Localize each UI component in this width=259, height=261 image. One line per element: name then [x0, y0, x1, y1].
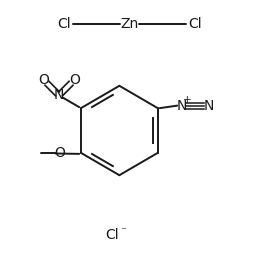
Text: ⁻: ⁻ — [121, 226, 126, 236]
Text: O: O — [69, 73, 80, 87]
Text: N: N — [203, 99, 214, 112]
Text: Cl: Cl — [106, 228, 119, 242]
Text: O: O — [38, 73, 49, 87]
Text: N: N — [177, 99, 187, 112]
Text: +: + — [183, 95, 192, 105]
Text: N: N — [54, 88, 64, 102]
Text: Cl: Cl — [57, 17, 70, 32]
Text: Cl: Cl — [189, 17, 202, 32]
Text: O: O — [55, 146, 66, 161]
Text: Zn: Zn — [120, 17, 139, 32]
